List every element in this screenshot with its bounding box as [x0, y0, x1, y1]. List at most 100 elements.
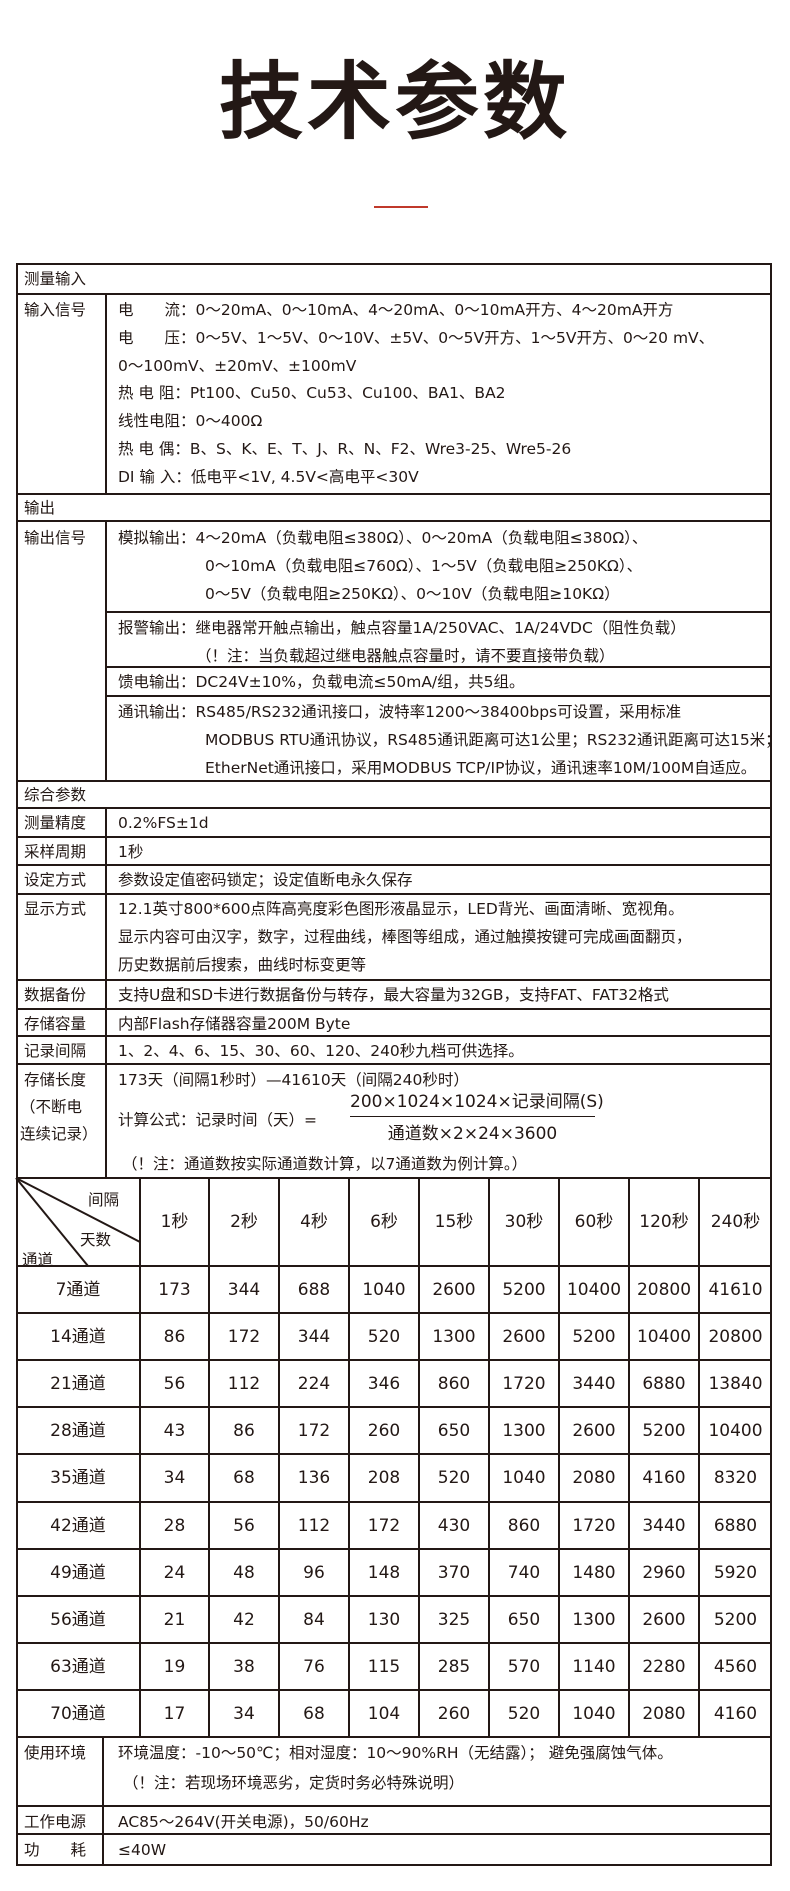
grid-cell: 13840	[708, 1374, 763, 1395]
footer-value: （！注：若现场环境恶劣，定货时务必特殊说明）	[123, 1774, 465, 1792]
row-label: 输出信号	[24, 529, 87, 547]
formula-label: 计算公式：记录时间（天）=	[118, 1111, 317, 1129]
column-divider	[418, 1178, 420, 1737]
corner-label-days: 天数	[80, 1231, 112, 1249]
input-signal-line: 0～100mV、±20mV、±100mV	[118, 356, 357, 375]
grid-cell: 1040	[572, 1703, 616, 1724]
param-value: 0.2%FS±1d	[118, 814, 209, 832]
param-value: 历史数据前后搜索，曲线时标变更等	[118, 956, 367, 974]
section-header: 测量输入	[24, 270, 87, 288]
column-header: 4秒	[300, 1212, 328, 1232]
column-divider	[105, 808, 107, 837]
row-label: 数据备份	[24, 986, 87, 1004]
grid-cell: 172	[367, 1515, 401, 1536]
channel-label: 63通道	[50, 1656, 106, 1677]
row-label: 设定方式	[24, 871, 87, 889]
grid-cell: 344	[227, 1280, 261, 1300]
grid-cell: 24	[163, 1562, 186, 1583]
input-signal-line: 热 电 阻：Pt100、Cu50、Cu53、Cu100、BA1、BA2	[118, 384, 506, 403]
column-header: 15秒	[434, 1212, 474, 1232]
row-divider	[16, 293, 772, 295]
param-value: 内部Flash存储器容量200M Byte	[118, 1015, 351, 1033]
grid-cell: 3440	[572, 1374, 616, 1395]
column-divider	[558, 1178, 560, 1737]
column-divider	[105, 1064, 107, 1178]
row-divider	[16, 1453, 772, 1455]
grid-cell: 5920	[713, 1562, 758, 1583]
row-label: 测量精度	[24, 814, 87, 832]
grid-cell: 104	[367, 1703, 401, 1724]
diagonal-line	[15, 1177, 89, 1267]
row-label: 记录间隔	[24, 1042, 87, 1060]
row-divider	[16, 1359, 772, 1361]
grid-cell: 224	[297, 1374, 331, 1395]
grid-cell: 20800	[708, 1327, 763, 1348]
row-divider	[106, 666, 772, 668]
grid-cell: 1140	[572, 1656, 616, 1677]
grid-cell: 344	[297, 1327, 331, 1348]
column-divider	[628, 1178, 630, 1737]
title-accent-line	[374, 206, 428, 208]
grid-cell: 43	[163, 1421, 186, 1442]
formula-numerator: 200×1024×1024×记录间隔(S)	[350, 1092, 604, 1112]
output-alarm-line: 报警输出：继电器常开触点输出，触点容量1A/250VAC、1A/24VDC（阻性…	[118, 619, 686, 637]
grid-cell: 4160	[713, 1703, 758, 1724]
grid-cell: 208	[367, 1468, 401, 1489]
grid-cell: 740	[507, 1562, 541, 1583]
column-divider	[698, 1178, 700, 1737]
row-divider	[16, 893, 772, 895]
grid-cell: 172	[227, 1327, 261, 1348]
row-divider	[16, 1595, 772, 1597]
channel-label: 21通道	[50, 1374, 106, 1395]
column-divider	[105, 894, 107, 980]
column-divider	[105, 294, 107, 494]
page-title: 技术参数	[218, 53, 571, 151]
column-divider	[488, 1178, 490, 1737]
grid-cell: 370	[437, 1562, 471, 1583]
column-divider	[105, 980, 107, 1009]
column-divider	[105, 865, 107, 894]
grid-cell: 2080	[572, 1468, 616, 1489]
row-label: 存储长度	[24, 1071, 87, 1089]
input-signal-line: 线性电阻：0～400Ω	[118, 412, 263, 431]
row-label: 功 耗	[24, 1841, 87, 1859]
grid-cell: 1300	[572, 1609, 616, 1630]
input-signal-line: 电 流：0～20mA、0～10mA、4～20mA、0～10mA开方、4～20mA…	[118, 301, 674, 319]
fraction-bar	[350, 1116, 595, 1117]
grid-cell: 148	[367, 1562, 401, 1583]
row-divider	[16, 864, 772, 866]
column-divider	[102, 1834, 104, 1864]
row-divider	[16, 1177, 772, 1179]
grid-cell: 6880	[642, 1374, 686, 1395]
column-header: 2秒	[230, 1212, 258, 1232]
input-signal-line: 电 压：0～5V、1～5V、0～10V、±5V、0～5V开方、1～5V开方、0～…	[118, 328, 715, 347]
column-divider	[102, 1737, 104, 1806]
column-header: 1秒	[160, 1212, 189, 1232]
grid-cell: 3440	[642, 1515, 686, 1536]
input-signal-line: 热 电 偶：B、S、K、E、T、J、R、N、F2、Wre3-25、Wre5-26	[118, 440, 572, 458]
grid-cell: 112	[297, 1515, 331, 1536]
section-header: 综合参数	[24, 786, 87, 804]
storage-range: 173天（间隔1秒时）—41610天（间隔240秒时）	[118, 1071, 469, 1089]
column-divider	[278, 1178, 280, 1737]
channel-label: 28通道	[50, 1421, 106, 1442]
grid-cell: 173	[158, 1280, 191, 1300]
grid-cell: 10400	[636, 1327, 692, 1348]
grid-cell: 650	[437, 1421, 471, 1442]
column-divider	[105, 1036, 107, 1064]
row-divider	[106, 695, 772, 697]
output-alarm-line: （！注：当负载超过继电器触点容量时，请不要直接带负载）	[196, 647, 615, 665]
grid-cell: 21	[163, 1609, 186, 1630]
row-label: 存储容量	[24, 1015, 87, 1033]
output-analog-line: 0～10mA（负载电阻≤760Ω）、1～5V（负载电阻≥250KΩ）、	[205, 557, 643, 575]
param-value: 12.1英寸800*600点阵高亮度彩色图形液晶显示，LED背光、画面清晰、宽视…	[118, 900, 684, 918]
grid-cell: 2600	[432, 1280, 476, 1300]
grid-cell: 34	[163, 1468, 186, 1489]
column-divider	[208, 1178, 210, 1737]
param-value: 1、2、4、6、15、30、60、120、240秒九档可供选择。	[118, 1042, 524, 1060]
grid-cell: 860	[507, 1515, 541, 1536]
corner-label-interval: 间隔	[88, 1191, 120, 1209]
row-divider	[16, 1008, 772, 1010]
grid-cell: 2280	[642, 1656, 686, 1677]
grid-cell: 688	[297, 1280, 331, 1300]
